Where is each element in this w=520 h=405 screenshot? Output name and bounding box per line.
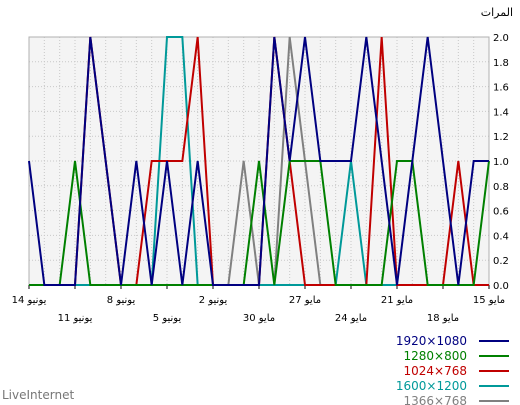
- x-tick-label: 8 يونيو: [107, 295, 136, 306]
- x-tick-label: 11 يونيو: [58, 313, 93, 324]
- y-tick-label: 1.0: [493, 157, 509, 168]
- y-tick-label: 0.4: [493, 231, 509, 242]
- y-tick-label: 0.0: [493, 281, 509, 292]
- y-tick-label: 0.6: [493, 207, 509, 218]
- x-tick-label: 2 يونيو: [199, 295, 228, 306]
- y-axis-label: المرات: [481, 6, 513, 19]
- x-ticks: 15 مايو 18 مايو 21 مايو 24 مايو 27 مايو 30 ما…: [12, 285, 505, 324]
- y-tick-label: 1.4: [493, 107, 509, 118]
- y-tick-label: 1.8: [493, 58, 509, 69]
- legend-label: 1280×800: [404, 349, 468, 363]
- legend-label: 1600×1200: [396, 379, 467, 393]
- x-tick-label: 15 مايو: [473, 295, 505, 306]
- legend-label: 1920×1080: [396, 334, 467, 348]
- y-tick-label: 0.8: [493, 182, 509, 193]
- series-lines: [28, 36, 490, 286]
- brand-logo: LiveInternet: [2, 388, 74, 402]
- series-line: [28, 36, 489, 286]
- y-ticks: 0.0 0.2 0.4 0.6 0.8 1.0 1.2 1.4 1.6 1.8 2.0: [493, 33, 509, 292]
- legend: 1920×10801280×8001024×7681600×12001366×7…: [396, 334, 509, 405]
- y-tick-label: 1.2: [493, 132, 509, 143]
- x-tick-label: 21 مايو: [381, 295, 413, 306]
- legend-label: 1366×768: [404, 394, 468, 405]
- x-tick-label: 30 مايو: [243, 313, 275, 324]
- x-tick-label: 18 مايو: [427, 313, 459, 324]
- x-tick-label: 14 يونيو: [12, 295, 47, 306]
- y-tick-label: 2.0: [493, 33, 509, 44]
- y-tick-label: 0.2: [493, 256, 509, 267]
- x-tick-label: 24 مايو: [335, 313, 367, 324]
- x-tick-label: 27 مايو: [289, 295, 321, 306]
- x-tick-label: 5 يونيو: [153, 313, 182, 324]
- legend-label: 1024×768: [404, 364, 468, 378]
- y-tick-label: 1.6: [493, 83, 509, 94]
